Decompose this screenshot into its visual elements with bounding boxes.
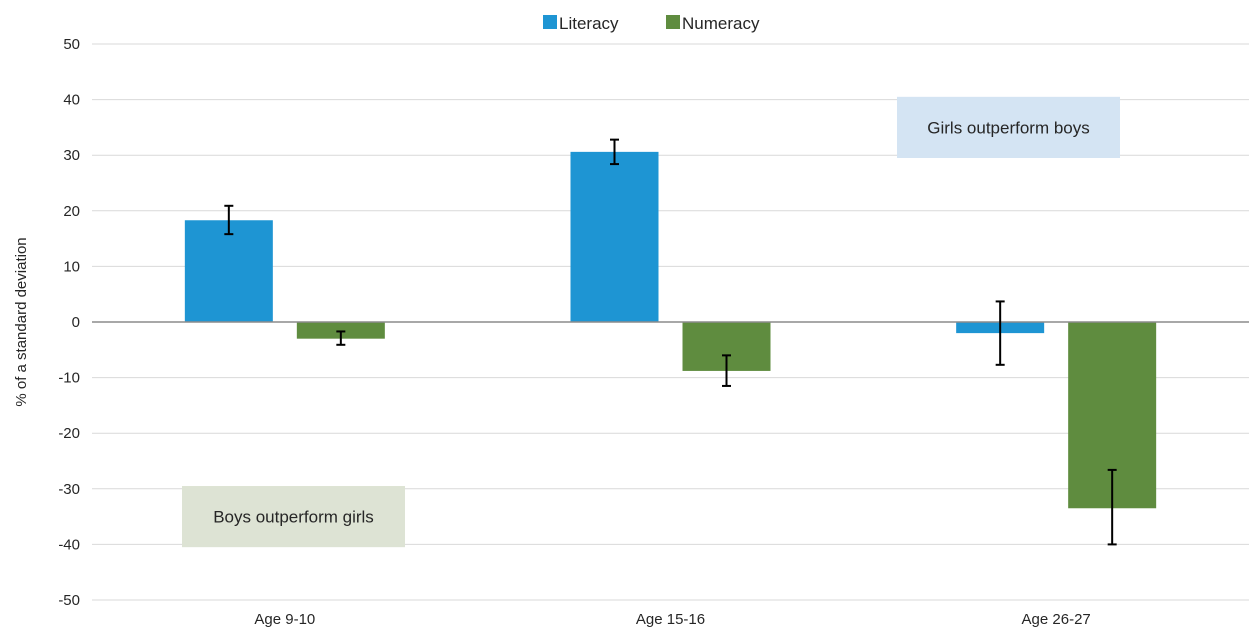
y-tick-label: -50 xyxy=(58,592,80,609)
error-bar-numeracy-0 xyxy=(336,330,346,346)
y-tick-label: 30 xyxy=(63,147,80,164)
bar-numeracy-0 xyxy=(296,322,385,339)
bars xyxy=(184,151,1157,509)
error-bar-literacy-0 xyxy=(224,204,234,236)
y-axis-title: % of a standard deviation xyxy=(13,237,30,406)
annotation-boys-box xyxy=(182,486,405,548)
legend-swatch xyxy=(543,15,557,29)
y-tick-label: 0 xyxy=(72,314,80,331)
gridlines xyxy=(92,43,1249,601)
error-bars xyxy=(224,138,1117,546)
annotation-girls-box xyxy=(897,96,1120,158)
legend-swatch xyxy=(666,15,680,29)
x-axis-ticks: Age 9-10 Age 15-16 Age 26-27 xyxy=(254,611,1090,628)
annotations: Girls outperform boys Boys outperform gi… xyxy=(182,96,1120,548)
legend-item-literacy: Literacy xyxy=(543,14,619,33)
error-bar-numeracy-2 xyxy=(1107,468,1117,546)
x-tick-label: Age 26-27 xyxy=(1022,611,1091,628)
bar-literacy-1 xyxy=(570,151,659,322)
legend-label: Literacy xyxy=(559,14,619,33)
legend: Literacy Numeracy xyxy=(543,14,760,33)
y-tick-label: -20 xyxy=(58,425,80,442)
y-tick-label: -30 xyxy=(58,481,80,498)
y-tick-label: -40 xyxy=(58,536,80,553)
x-tick-label: Age 15-16 xyxy=(636,611,705,628)
y-tick-label: 50 xyxy=(63,36,80,53)
y-tick-label: 20 xyxy=(63,203,80,220)
annotation-boys-text: Boys outperform girls xyxy=(213,508,374,527)
x-tick-label: Age 9-10 xyxy=(254,611,315,628)
error-bar-literacy-2 xyxy=(995,300,1005,366)
y-tick-label: -10 xyxy=(58,370,80,387)
legend-item-numeracy: Numeracy xyxy=(666,14,760,33)
bar-literacy-0 xyxy=(184,220,273,322)
y-axis-ticks: 50 40 30 20 10 0 -10 -20 -30 -40 -50 xyxy=(58,36,80,609)
error-bar-numeracy-1 xyxy=(722,354,731,387)
legend-label: Numeracy xyxy=(682,14,760,33)
y-tick-label: 10 xyxy=(63,258,80,275)
error-bar-literacy-1 xyxy=(610,138,619,166)
annotation-girls-text: Girls outperform boys xyxy=(927,118,1090,137)
y-tick-label: 40 xyxy=(63,92,80,109)
